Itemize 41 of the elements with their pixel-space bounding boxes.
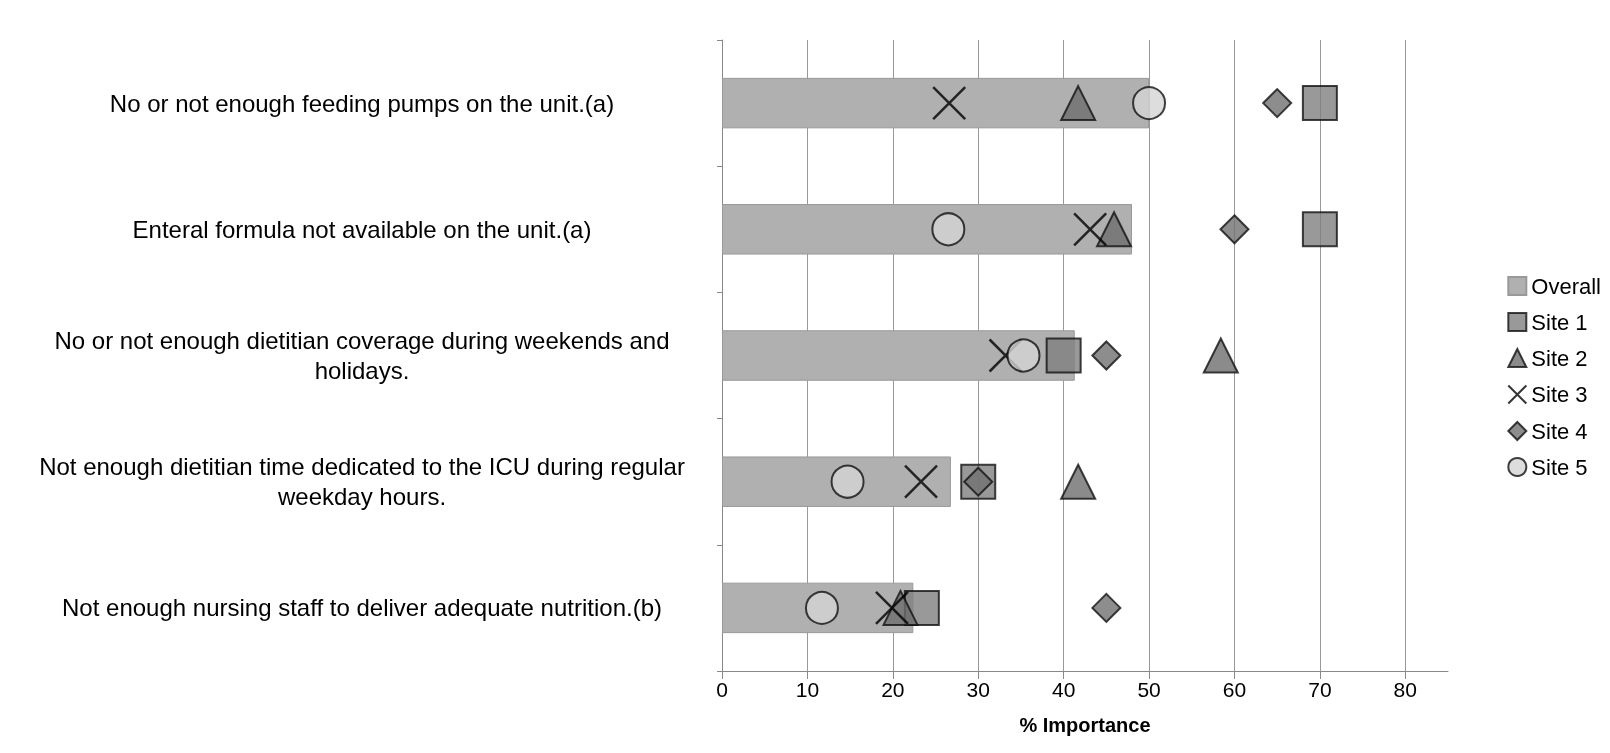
- y-tick-label: Enteral formula not available on the unit.(a): [132, 215, 592, 243]
- point: [1091, 340, 1122, 371]
- point: [1045, 337, 1082, 374]
- legend-label: Site 3: [1531, 382, 1588, 407]
- legend-label: Site 4: [1531, 418, 1588, 444]
- x-axis-title: % Importance: [1019, 714, 1151, 736]
- legend-label: Overall: [1531, 273, 1601, 299]
- point: [931, 212, 966, 247]
- x-tick-label: 60: [1222, 678, 1247, 701]
- point: [903, 464, 939, 499]
- y-tick-label: Not enough dietitian time dedicated to the ICU during regular weekday hours.: [39, 453, 685, 511]
- point: [1072, 212, 1108, 247]
- point: [1262, 88, 1293, 119]
- x-tick-label: 70: [1308, 678, 1332, 701]
- point: [1060, 85, 1097, 122]
- legend-label: Site 2: [1531, 345, 1588, 371]
- point: [1006, 338, 1041, 373]
- x-tick-label: 50: [1137, 678, 1161, 701]
- point: [1132, 86, 1167, 121]
- y-tick-label: No or not enough dietitian coverage during weekends and holidays.: [54, 327, 670, 384]
- point: [1091, 592, 1122, 623]
- point: [1301, 211, 1338, 248]
- x-tick-label: 20: [881, 678, 905, 701]
- y-tick-label: Not enough nursing staff to deliver adequate nutrition.(b): [62, 594, 662, 622]
- point: [874, 590, 910, 626]
- point: [830, 464, 865, 499]
- point: [1060, 463, 1097, 500]
- x-tick-label: 0: [716, 678, 728, 701]
- x-tick-label: 40: [1051, 678, 1076, 701]
- legend-label: Site 1: [1531, 309, 1588, 335]
- x-tick-label: 30: [966, 678, 990, 701]
- point: [1219, 214, 1250, 245]
- point: [1096, 211, 1133, 248]
- x-tick-label: 10: [795, 678, 820, 701]
- point: [1301, 85, 1338, 122]
- point: [931, 85, 967, 121]
- point: [804, 590, 839, 625]
- point: [1202, 337, 1239, 374]
- y-tick-label: No or not enough feeding pumps on the unit.(a): [109, 89, 615, 117]
- x-tick-label: 80: [1393, 678, 1417, 701]
- legend-label: Site 5: [1531, 454, 1588, 480]
